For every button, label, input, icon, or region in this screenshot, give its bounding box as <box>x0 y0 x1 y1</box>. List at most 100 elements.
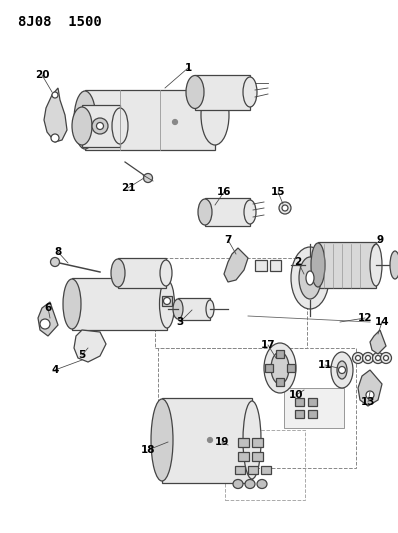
Circle shape <box>363 352 373 364</box>
Bar <box>252 438 263 447</box>
Text: 18: 18 <box>141 445 155 455</box>
Bar <box>118 258 166 288</box>
Bar <box>248 466 258 474</box>
Bar <box>287 364 295 372</box>
Ellipse shape <box>198 199 212 225</box>
Bar <box>261 466 271 474</box>
Circle shape <box>164 297 170 304</box>
Circle shape <box>51 257 59 266</box>
Text: 5: 5 <box>78 350 86 360</box>
Bar <box>318 242 376 288</box>
Ellipse shape <box>160 280 174 328</box>
Circle shape <box>375 356 380 360</box>
Circle shape <box>92 118 108 134</box>
Ellipse shape <box>390 251 398 279</box>
Bar <box>225 430 305 500</box>
Text: 14: 14 <box>375 317 389 327</box>
Circle shape <box>373 352 384 364</box>
Text: 8J08  1500: 8J08 1500 <box>18 15 102 29</box>
Ellipse shape <box>63 279 81 329</box>
Text: 11: 11 <box>318 360 332 370</box>
Text: 10: 10 <box>289 390 303 400</box>
Ellipse shape <box>243 77 257 107</box>
Text: 6: 6 <box>44 303 52 313</box>
Ellipse shape <box>291 247 329 309</box>
Ellipse shape <box>244 200 256 224</box>
Bar <box>276 378 284 386</box>
Circle shape <box>380 352 392 364</box>
Bar <box>85 90 215 150</box>
Circle shape <box>339 367 345 374</box>
Bar <box>82 105 120 147</box>
Bar <box>238 438 249 447</box>
Text: 2: 2 <box>295 257 302 267</box>
Bar <box>308 398 317 406</box>
Text: 9: 9 <box>377 235 384 245</box>
Circle shape <box>40 319 50 329</box>
Polygon shape <box>44 88 67 142</box>
Bar <box>162 398 252 483</box>
Polygon shape <box>358 370 382 406</box>
Ellipse shape <box>299 257 321 299</box>
Ellipse shape <box>160 260 172 286</box>
Circle shape <box>144 174 152 182</box>
Ellipse shape <box>257 480 267 489</box>
Bar <box>295 398 304 406</box>
Ellipse shape <box>201 85 229 145</box>
Ellipse shape <box>112 108 128 144</box>
Text: 13: 13 <box>361 397 375 407</box>
Circle shape <box>279 202 291 214</box>
Text: 19: 19 <box>215 437 229 447</box>
Polygon shape <box>38 302 58 336</box>
Polygon shape <box>370 330 386 354</box>
Text: 3: 3 <box>176 317 183 327</box>
Bar <box>284 388 344 428</box>
Text: 1: 1 <box>184 63 191 73</box>
Ellipse shape <box>111 259 125 287</box>
Ellipse shape <box>72 107 92 145</box>
Bar <box>155 258 307 348</box>
Bar <box>308 410 317 418</box>
Bar <box>270 260 281 271</box>
Ellipse shape <box>331 352 353 388</box>
Ellipse shape <box>337 361 347 379</box>
Ellipse shape <box>74 91 96 149</box>
Ellipse shape <box>151 399 173 481</box>
Bar <box>72 278 167 330</box>
Text: 8: 8 <box>55 247 62 257</box>
Bar <box>238 452 249 461</box>
Circle shape <box>172 119 178 125</box>
Text: 20: 20 <box>35 70 49 80</box>
Polygon shape <box>224 248 248 282</box>
Text: 15: 15 <box>271 187 285 197</box>
Ellipse shape <box>245 480 255 489</box>
Text: 16: 16 <box>217 187 231 197</box>
Text: 21: 21 <box>121 183 135 193</box>
Ellipse shape <box>243 401 261 479</box>
Bar <box>252 452 263 461</box>
Circle shape <box>52 92 58 98</box>
Bar <box>195 75 250 110</box>
Ellipse shape <box>206 300 214 318</box>
Text: 4: 4 <box>51 365 59 375</box>
Bar <box>235 466 245 474</box>
Circle shape <box>365 356 371 360</box>
Ellipse shape <box>233 480 243 489</box>
Bar <box>276 350 284 358</box>
Text: 17: 17 <box>261 340 275 350</box>
Ellipse shape <box>173 299 183 319</box>
Bar <box>178 298 210 320</box>
Circle shape <box>96 123 103 130</box>
Bar <box>295 410 304 418</box>
Text: 12: 12 <box>358 313 372 323</box>
Text: 7: 7 <box>224 235 232 245</box>
Ellipse shape <box>306 271 314 285</box>
Circle shape <box>207 438 213 442</box>
Circle shape <box>353 352 363 364</box>
Bar <box>265 364 273 372</box>
Ellipse shape <box>271 352 289 384</box>
Ellipse shape <box>264 343 296 393</box>
Ellipse shape <box>370 244 382 286</box>
Bar <box>205 198 250 226</box>
Ellipse shape <box>186 76 204 109</box>
